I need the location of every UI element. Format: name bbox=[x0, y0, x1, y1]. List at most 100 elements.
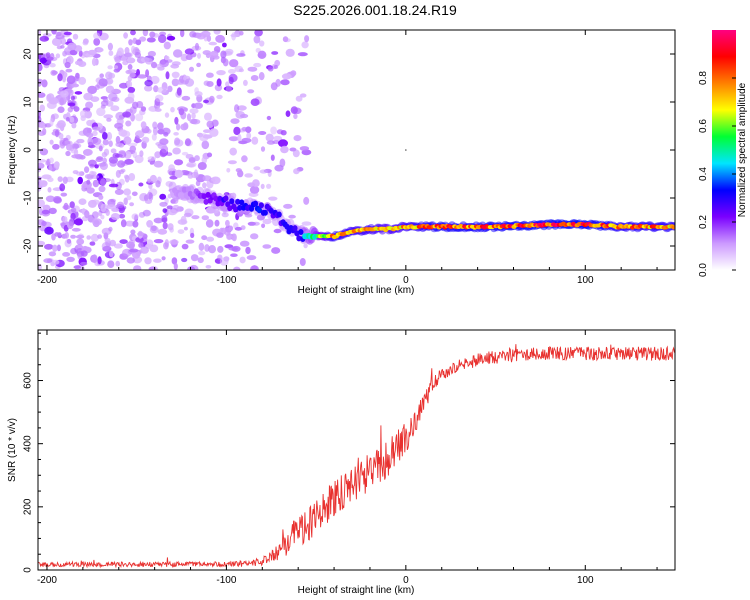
noise-blob bbox=[217, 245, 224, 253]
noise-blob bbox=[130, 229, 136, 235]
noise-blob bbox=[90, 233, 99, 242]
noise-blob bbox=[226, 168, 231, 173]
noise-blob bbox=[253, 62, 262, 68]
noise-blob bbox=[99, 73, 104, 78]
noise-blob bbox=[228, 76, 234, 85]
noise-blob bbox=[202, 182, 207, 189]
noise-blob bbox=[86, 235, 91, 240]
signal-core bbox=[203, 198, 209, 205]
noise-blob bbox=[119, 82, 129, 89]
noise-blob bbox=[100, 214, 105, 220]
noise-blob bbox=[87, 85, 97, 95]
noise-blob bbox=[280, 79, 290, 86]
signal-core bbox=[205, 191, 211, 198]
noise-blob bbox=[63, 202, 69, 211]
noise-blob bbox=[231, 233, 237, 242]
noise-blob bbox=[154, 101, 161, 110]
noise-blob bbox=[295, 95, 303, 102]
noise-blob bbox=[262, 244, 272, 249]
noise-blob bbox=[146, 37, 156, 43]
noise-blob bbox=[71, 83, 79, 88]
noise-blob bbox=[184, 48, 195, 55]
noise-blob bbox=[144, 199, 153, 205]
noise-blob bbox=[123, 174, 129, 179]
noise-blob bbox=[137, 232, 145, 236]
noise-blob bbox=[132, 220, 139, 228]
noise-blob bbox=[271, 51, 279, 55]
noise-blob bbox=[39, 180, 48, 188]
colorbar-tick-label: 0.0 bbox=[698, 263, 709, 277]
noise-blob bbox=[217, 254, 223, 260]
noise-blob bbox=[252, 179, 260, 188]
noise-blob bbox=[273, 64, 279, 69]
snr-chart: -200 -100 0 100 0 200 400 600 Height of straigh… bbox=[7, 329, 676, 596]
noise-blob bbox=[70, 234, 76, 239]
noise-blob bbox=[181, 257, 188, 263]
noise-blob bbox=[253, 35, 261, 44]
noise-blob bbox=[222, 42, 227, 48]
noise-blob bbox=[301, 41, 309, 49]
noise-blob bbox=[168, 170, 174, 176]
noise-blob bbox=[62, 176, 68, 184]
noise-blob bbox=[115, 260, 120, 267]
noise-blob bbox=[57, 106, 65, 113]
noise-blob bbox=[148, 192, 154, 201]
noise-blob bbox=[76, 238, 85, 245]
noise-blob bbox=[53, 161, 60, 169]
noise-blob bbox=[126, 257, 135, 264]
signal-core bbox=[276, 211, 282, 218]
noise-blob bbox=[230, 253, 238, 257]
noise-blob bbox=[250, 75, 259, 81]
noise-blob bbox=[225, 85, 232, 93]
noise-blob bbox=[293, 135, 302, 142]
noise-blob bbox=[74, 91, 83, 95]
noise-blob bbox=[145, 58, 153, 65]
noise-blob bbox=[197, 52, 201, 59]
noise-blob bbox=[174, 169, 184, 178]
signal-core bbox=[292, 225, 298, 232]
noise-blob bbox=[123, 136, 132, 145]
signal-core bbox=[229, 198, 235, 205]
colorbar-tick-label: 0.2 bbox=[698, 215, 709, 229]
signal-core bbox=[256, 207, 262, 214]
noise-blob bbox=[69, 201, 75, 209]
noise-blob bbox=[65, 116, 70, 122]
noise-blob bbox=[267, 66, 274, 72]
noise-blob bbox=[46, 101, 57, 110]
noise-blob bbox=[86, 132, 94, 138]
noise-blob bbox=[231, 32, 237, 41]
noise-blob bbox=[57, 73, 63, 82]
noise-blob bbox=[144, 85, 153, 92]
noise-blob bbox=[270, 82, 278, 91]
noise-blob bbox=[159, 138, 169, 146]
noise-blob bbox=[285, 110, 291, 117]
noise-blob bbox=[249, 186, 260, 194]
noise-blob bbox=[166, 205, 173, 210]
noise-blob bbox=[56, 244, 62, 252]
noise-blob bbox=[125, 120, 132, 127]
noise-blob bbox=[49, 118, 54, 127]
noise-blob bbox=[91, 137, 102, 145]
noise-blob bbox=[197, 162, 207, 170]
noise-blob bbox=[124, 96, 135, 104]
noise-blob bbox=[115, 181, 122, 190]
signal-core bbox=[213, 195, 219, 202]
noise-blob bbox=[75, 234, 85, 239]
noise-blob bbox=[224, 48, 234, 55]
signal-core bbox=[298, 229, 304, 235]
noise-blob bbox=[258, 131, 267, 135]
noise-blob bbox=[103, 114, 114, 119]
noise-blob bbox=[38, 240, 46, 247]
noise-blob bbox=[140, 121, 147, 129]
spectrogram-x-tick-label: 100 bbox=[577, 275, 594, 286]
noise-blob bbox=[274, 164, 284, 172]
noise-blob bbox=[235, 168, 242, 173]
noise-blob bbox=[153, 160, 164, 168]
noise-blob bbox=[77, 176, 83, 185]
noise-blob bbox=[139, 193, 149, 202]
noise-blob bbox=[91, 57, 97, 67]
noise-blob bbox=[185, 54, 193, 60]
noise-blob bbox=[91, 254, 98, 263]
noise-blob bbox=[106, 132, 113, 141]
